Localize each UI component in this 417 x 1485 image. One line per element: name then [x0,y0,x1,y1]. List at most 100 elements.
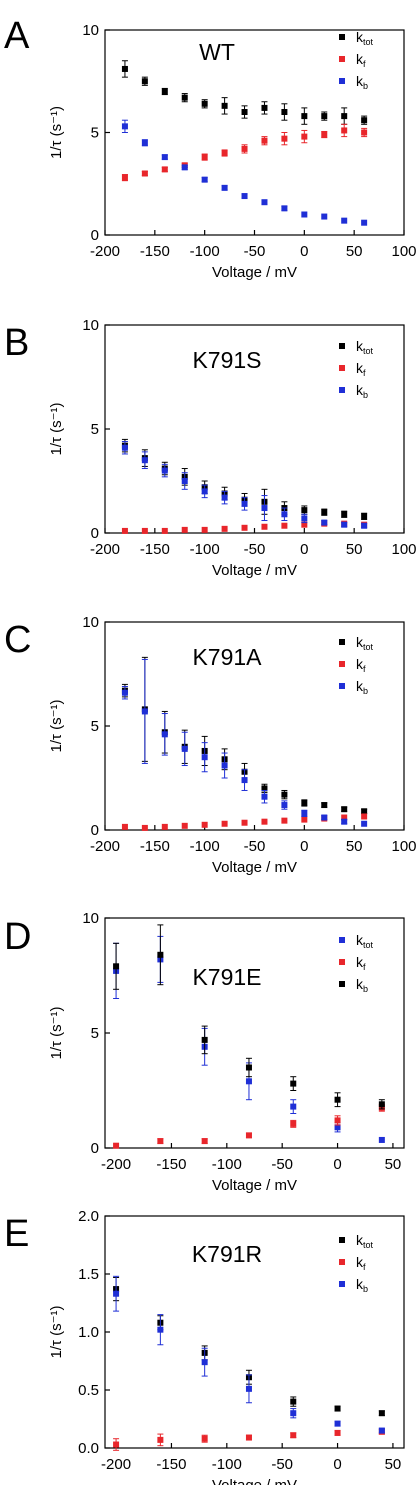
series-k-b [113,924,385,1110]
y-axis-label: 1/τ (s⁻¹) [48,1305,65,1358]
data-point [281,791,288,798]
data-point [157,1138,164,1145]
data-point [121,823,128,830]
x-tick-label: -200 [101,1456,131,1473]
data-point [201,1138,208,1145]
legend-label: kb [356,1276,368,1294]
legend-label: kb [356,976,368,994]
data-point [378,1427,385,1434]
data-point [301,113,308,120]
legend-label: kb [356,678,368,696]
data-point [113,1142,120,1149]
x-axis-label: Voltage / mV [212,264,297,281]
data-point [361,117,368,124]
data-point [290,1120,297,1127]
y-axis-label: 1/τ (s⁻¹) [48,106,65,159]
data-point [261,505,268,512]
data-point [221,820,228,827]
data-point [361,219,368,226]
series-k-f [113,1103,385,1149]
data-point [281,522,288,529]
legend-symbol: k [356,382,364,398]
data-point [261,793,268,800]
data-point [341,521,348,528]
legend-subscript: b [363,1284,368,1294]
legend-symbol: k [356,932,364,948]
data-point [281,802,288,809]
data-point [281,135,288,142]
data-point [321,509,328,516]
y-axis-label: 1/τ (s⁻¹) [48,1006,65,1059]
data-point [378,1410,385,1417]
legend-subscript: b [363,984,368,994]
legend-subscript: f [363,59,366,69]
data-point [301,211,308,218]
legend-label: kf [356,1254,366,1272]
legend-marker [339,1237,345,1243]
data-point [241,500,248,507]
y-tick-label: 0 [91,227,99,244]
data-point [221,762,228,769]
data-point [161,731,168,738]
data-point [341,806,348,813]
data-point [141,78,148,85]
data-point [157,951,164,958]
data-point [201,526,208,533]
data-point [161,467,168,474]
data-point [241,777,248,784]
x-tick-label: -50 [244,541,266,558]
legend-symbol: k [356,1254,364,1270]
data-point [341,511,348,518]
legend-subscript: b [363,81,368,91]
data-point [334,1420,341,1427]
construct-label: K791R [192,1241,262,1267]
series-k-tot [121,60,368,125]
x-tick-label: 50 [346,243,363,260]
data-point [261,818,268,825]
x-tick-label: -200 [90,243,120,260]
data-point [361,813,368,820]
x-tick-label: -100 [190,243,220,260]
legend-subscript: tot [363,346,374,356]
y-tick-label: 10 [82,910,99,927]
construct-label: WT [199,39,235,65]
data-point [334,1117,341,1124]
data-point [341,818,348,825]
panel-letter: C [4,619,31,661]
legend-subscript: tot [363,642,374,652]
legend-marker [339,365,345,371]
legend-symbol: k [356,656,364,672]
y-tick-label: 0.0 [78,1440,99,1457]
data-point [181,822,188,829]
x-tick-label: -100 [212,1456,242,1473]
data-point [281,109,288,115]
y-tick-label: 5 [91,718,99,735]
legend-marker [339,387,345,393]
data-point [113,1441,120,1448]
y-axis-label: 1/τ (s⁻¹) [48,699,65,752]
legend-symbol: k [356,1276,364,1292]
panel-a: A -200 -150 -100 -50 0 50 100 0 5 10 Voltage / mV 1/… [4,15,417,281]
x-axis-label: Voltage / mV [212,562,297,579]
y-tick-label: 1.0 [78,1324,99,1341]
data-point [261,523,268,530]
data-point [301,799,308,806]
data-point [201,1036,208,1043]
data-point [141,457,148,464]
data-point [241,524,248,531]
data-point [281,817,288,824]
legend-marker [339,1281,345,1287]
data-point [321,213,328,220]
data-point [161,154,168,161]
x-tick-label: 50 [346,541,363,558]
data-point [341,217,348,224]
plot-frame [104,917,405,1149]
legend-symbol: k [356,73,364,89]
data-point [245,1385,252,1392]
data-point [181,478,188,484]
data-point [361,129,368,136]
data-point [341,113,348,120]
y-tick-label: 0 [91,822,99,839]
data-point [245,1132,252,1139]
data-point [261,137,268,144]
